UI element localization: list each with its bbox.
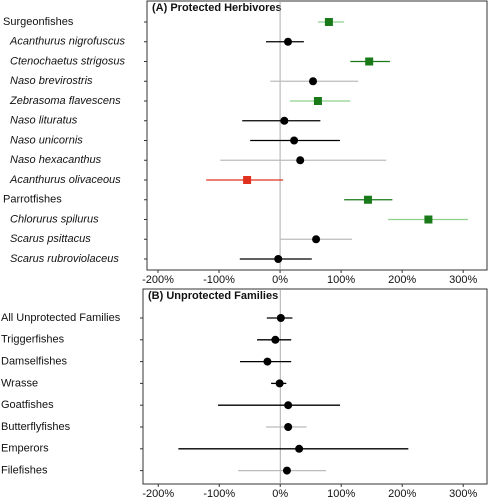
y-tick-label: Naso brevirostris bbox=[10, 75, 93, 87]
x-tick-label: 200% bbox=[388, 274, 416, 286]
x-tick-label: -200% bbox=[142, 274, 174, 286]
y-tick-label: Goatfishes bbox=[1, 399, 54, 411]
panel-title: (A) Protected Herbivores bbox=[152, 2, 282, 14]
point bbox=[276, 314, 285, 322]
y-tick-label: Scarus rubroviolaceus bbox=[10, 253, 119, 265]
point bbox=[363, 195, 372, 204]
y-tick-label: Wrasse bbox=[1, 377, 38, 389]
point bbox=[284, 37, 293, 46]
y-tick-label: All Unprotected Families bbox=[1, 312, 121, 324]
y-tick-label: Scarus psittacus bbox=[10, 233, 91, 245]
x-tick-label: -100% bbox=[203, 274, 235, 286]
point bbox=[282, 466, 291, 475]
y-tick-label: Parrotfishes bbox=[3, 194, 62, 206]
x-tick-label: 100% bbox=[327, 488, 355, 500]
x-tick-label: -200% bbox=[142, 488, 174, 500]
y-tick-label: Naso lituratus bbox=[10, 115, 78, 127]
point bbox=[296, 156, 305, 165]
point bbox=[284, 423, 293, 431]
point bbox=[309, 77, 318, 86]
point bbox=[275, 379, 284, 388]
x-tick-label: 300% bbox=[449, 274, 477, 286]
x-tick-label: 100% bbox=[327, 274, 355, 286]
point bbox=[243, 176, 252, 184]
y-tick-label: Triggerfishes bbox=[1, 334, 65, 346]
x-tick-label: 0% bbox=[272, 274, 288, 286]
point bbox=[280, 116, 289, 125]
point bbox=[424, 215, 433, 224]
y-tick-label: Damselfishes bbox=[1, 356, 68, 368]
point bbox=[313, 97, 322, 105]
y-tick-label: Filefishes bbox=[1, 465, 48, 477]
point bbox=[365, 57, 374, 66]
y-tick-label: Acanthurus olivaceous bbox=[9, 174, 121, 186]
point bbox=[312, 235, 321, 244]
y-tick-label: Naso unicornis bbox=[10, 134, 83, 146]
y-tick-label: Surgeonfishes bbox=[3, 16, 74, 28]
point bbox=[290, 136, 299, 145]
point bbox=[324, 18, 333, 26]
x-tick-label: 0% bbox=[272, 488, 288, 500]
y-tick-label: Emperors bbox=[1, 443, 49, 455]
y-tick-label: Naso hexacanthus bbox=[10, 154, 102, 166]
y-tick-label: Zebrasoma flavescens bbox=[9, 95, 121, 107]
x-tick-label: 300% bbox=[449, 488, 477, 500]
point bbox=[284, 401, 293, 410]
x-tick-label: 200% bbox=[388, 488, 416, 500]
point bbox=[295, 444, 304, 453]
y-tick-label: Acanthurus nigrofuscus bbox=[9, 36, 125, 48]
panel-title: (B) Unprotected Families bbox=[148, 290, 278, 302]
y-tick-label: Butterflyfishes bbox=[1, 421, 71, 433]
y-tick-label: Ctenochaetus strigosus bbox=[10, 55, 125, 67]
x-tick-label: -100% bbox=[203, 488, 235, 500]
point bbox=[271, 335, 280, 344]
y-tick-label: Chlorurus spilurus bbox=[10, 213, 99, 225]
plot-frame bbox=[142, 288, 488, 485]
plot-frame bbox=[146, 0, 488, 271]
point bbox=[263, 357, 272, 366]
point bbox=[274, 255, 283, 263]
